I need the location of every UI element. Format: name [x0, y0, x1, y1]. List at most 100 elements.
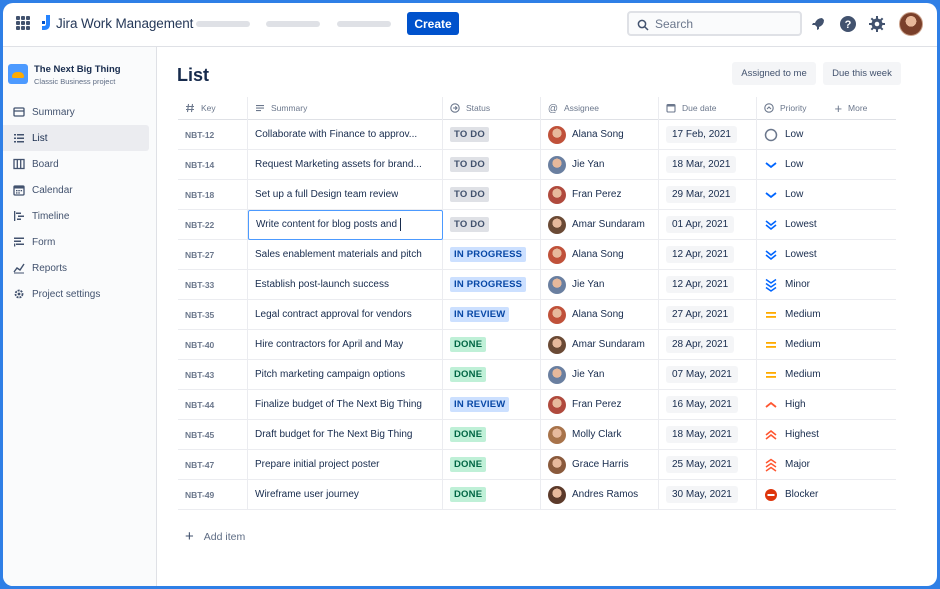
due-date[interactable]: 12 Apr, 2021 [666, 246, 735, 263]
column-priority[interactable]: Priority + More [757, 97, 896, 120]
key-cell[interactable]: NBT-18 [178, 179, 248, 210]
issue-summary[interactable]: Establish post-launch success [255, 279, 389, 290]
notifications-rocket-icon[interactable] [809, 15, 827, 33]
help-icon[interactable]: ? [839, 15, 857, 33]
assignee-cell[interactable]: Jie Yan [541, 269, 659, 300]
due-date-cell[interactable]: 27 Apr, 2021 [659, 299, 757, 330]
sidebar-item-form[interactable]: Form [3, 229, 149, 255]
due-date-cell[interactable]: 16 May, 2021 [659, 389, 757, 420]
issue-key[interactable]: NBT-18 [185, 189, 215, 200]
key-cell[interactable]: NBT-33 [178, 269, 248, 300]
due-date-cell[interactable]: 01 Apr, 2021 [659, 209, 757, 240]
table-row[interactable]: NBT-33 Establish post-launch success IN … [178, 269, 896, 300]
priority-cell[interactable]: High [757, 390, 896, 420]
due-date[interactable]: 12 Apr, 2021 [666, 276, 735, 293]
key-cell[interactable]: NBT-27 [178, 239, 248, 270]
summary-cell[interactable]: Wireframe user journey [248, 479, 443, 510]
status-cell[interactable]: IN REVIEW [443, 299, 541, 330]
table-row[interactable]: NBT-35 Legal contract approval for vendo… [178, 299, 896, 330]
summary-cell[interactable]: Legal contract approval for vendors [248, 299, 443, 330]
key-cell[interactable]: NBT-45 [178, 419, 248, 450]
summary-cell[interactable]: Set up a full Design team review [248, 179, 443, 210]
settings-gear-icon[interactable] [868, 15, 886, 33]
status-cell[interactable]: TO DO [443, 149, 541, 180]
due-date-cell[interactable]: 18 Mar, 2021 [659, 149, 757, 180]
summary-cell[interactable]: Collaborate with Finance to approv... [248, 119, 443, 150]
summary-cell[interactable]: Request Marketing assets for brand... [248, 149, 443, 180]
sidebar-item-board[interactable]: Board [3, 151, 149, 177]
status-lozenge[interactable]: IN REVIEW [450, 307, 510, 322]
priority-cell[interactable]: Lowest [757, 210, 896, 240]
assignee-cell[interactable]: Fran Perez [541, 179, 659, 210]
column-summary[interactable]: Summary [248, 96, 443, 120]
status-cell[interactable]: IN PROGRESS [443, 239, 541, 270]
status-cell[interactable]: DONE [443, 359, 541, 390]
assignee-cell[interactable]: Jie Yan [541, 359, 659, 390]
key-cell[interactable]: NBT-22 [178, 209, 248, 240]
due-date-cell[interactable]: 12 Apr, 2021 [659, 239, 757, 270]
status-lozenge[interactable]: DONE [450, 487, 487, 502]
assignee-cell[interactable]: Fran Perez [541, 389, 659, 420]
status-lozenge[interactable]: TO DO [450, 187, 489, 202]
issue-summary[interactable]: Set up a full Design team review [255, 189, 399, 200]
summary-cell[interactable]: Establish post-launch success [248, 269, 443, 300]
table-row[interactable]: NBT-47 Prepare initial project poster DO… [178, 449, 896, 480]
table-row[interactable]: NBT-45 Draft budget for The Next Big Thi… [178, 419, 896, 450]
sidebar-item-reports[interactable]: Reports [3, 255, 149, 281]
due-date[interactable]: 30 May, 2021 [666, 486, 738, 503]
table-row[interactable]: NBT-40 Hire contractors for April and Ma… [178, 329, 896, 360]
due-date-cell[interactable]: 18 May, 2021 [659, 419, 757, 450]
issue-summary[interactable]: Wireframe user journey [255, 489, 359, 500]
assigned-to-me-filter[interactable]: Assigned to me [732, 62, 816, 85]
sidebar-item-timeline[interactable]: Timeline [3, 203, 149, 229]
column-key[interactable]: Key [178, 96, 248, 120]
status-lozenge[interactable]: TO DO [450, 217, 489, 232]
issue-key[interactable]: NBT-43 [185, 369, 215, 380]
status-lozenge[interactable]: IN PROGRESS [450, 247, 527, 262]
due-date[interactable]: 18 Mar, 2021 [666, 156, 737, 173]
create-button[interactable]: Create [407, 12, 459, 35]
due-date[interactable]: 16 May, 2021 [666, 396, 738, 413]
issue-key[interactable]: NBT-22 [185, 219, 215, 230]
status-cell[interactable]: DONE [443, 449, 541, 480]
key-cell[interactable]: NBT-12 [178, 119, 248, 150]
priority-cell[interactable]: Major [757, 450, 896, 480]
issue-summary[interactable]: Collaborate with Finance to approv... [255, 129, 418, 140]
issue-key[interactable]: NBT-49 [185, 489, 215, 500]
summary-cell[interactable]: Draft budget for The Next Big Thing [248, 419, 443, 450]
priority-cell[interactable]: Minor [757, 270, 896, 300]
due-date[interactable]: 28 Apr, 2021 [666, 336, 735, 353]
product-logo[interactable]: Jira Work Management [39, 15, 193, 31]
table-row[interactable]: NBT-22 Write content for blog posts and … [178, 209, 896, 240]
add-item-button[interactable]: + Add item [185, 528, 245, 545]
status-cell[interactable]: DONE [443, 329, 541, 360]
column-status[interactable]: Status [443, 96, 541, 120]
table-row[interactable]: NBT-27 Sales enablement materials and pi… [178, 239, 896, 270]
priority-cell[interactable]: Low [757, 180, 896, 210]
priority-cell[interactable]: Low [757, 120, 896, 150]
status-cell[interactable]: DONE [443, 479, 541, 510]
table-row[interactable]: NBT-49 Wireframe user journey DONE Andre… [178, 479, 896, 510]
status-cell[interactable]: TO DO [443, 209, 541, 240]
summary-cell[interactable]: Pitch marketing campaign options [248, 359, 443, 390]
issue-summary[interactable]: Legal contract approval for vendors [255, 309, 412, 320]
key-cell[interactable]: NBT-47 [178, 449, 248, 480]
priority-cell[interactable]: Medium [757, 360, 896, 390]
due-date-cell[interactable]: 25 May, 2021 [659, 449, 757, 480]
issue-key[interactable]: NBT-12 [185, 129, 215, 140]
summary-cell[interactable]: Prepare initial project poster [248, 449, 443, 480]
due-date-cell[interactable]: 17 Feb, 2021 [659, 119, 757, 150]
status-lozenge[interactable]: DONE [450, 427, 487, 442]
key-cell[interactable]: NBT-43 [178, 359, 248, 390]
issue-summary[interactable]: Sales enablement materials and pitch [255, 249, 422, 260]
priority-cell[interactable]: Highest [757, 420, 896, 450]
project-header[interactable]: The Next Big Thing Classic Business proj… [8, 64, 121, 86]
status-lozenge[interactable]: TO DO [450, 127, 489, 142]
status-cell[interactable]: TO DO [443, 119, 541, 150]
table-row[interactable]: NBT-18 Set up a full Design team review … [178, 179, 896, 210]
due-date[interactable]: 17 Feb, 2021 [666, 126, 737, 143]
table-row[interactable]: NBT-44 Finalize budget of The Next Big T… [178, 389, 896, 420]
sidebar-item-calendar[interactable]: Calendar [3, 177, 149, 203]
table-row[interactable]: NBT-14 Request Marketing assets for bran… [178, 149, 896, 180]
priority-cell[interactable]: Medium [757, 330, 896, 360]
